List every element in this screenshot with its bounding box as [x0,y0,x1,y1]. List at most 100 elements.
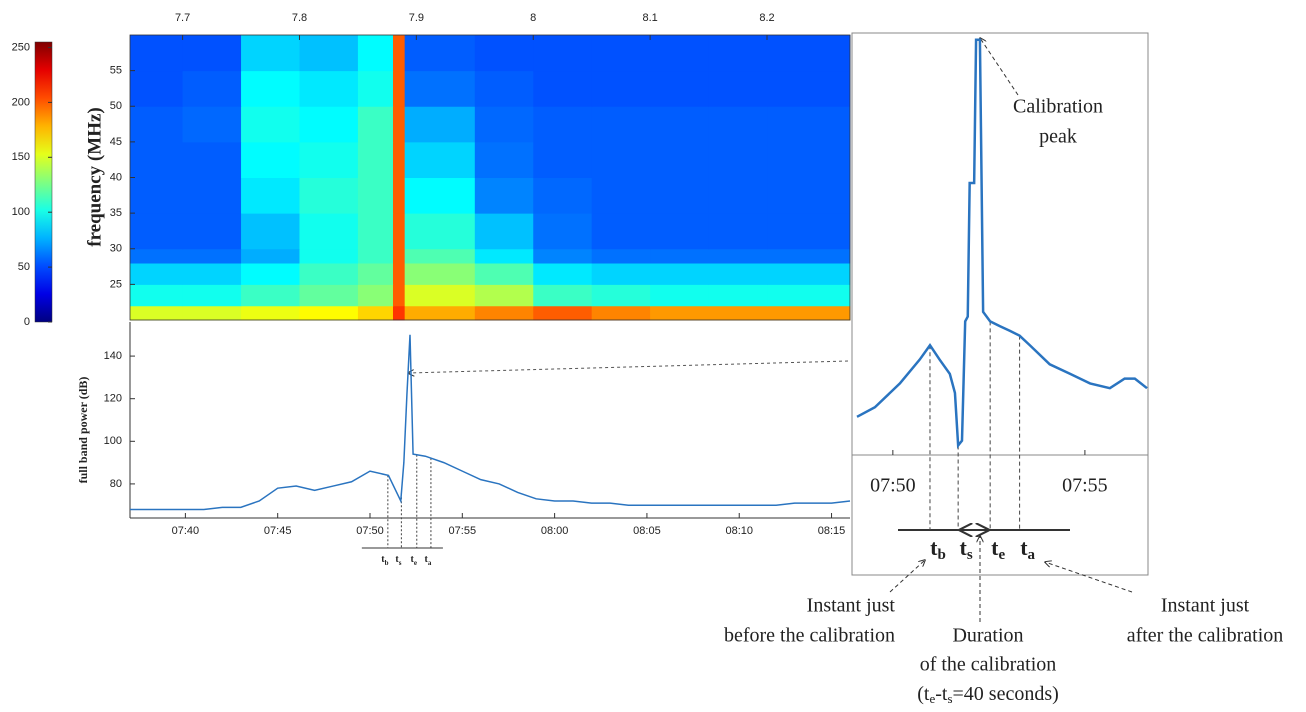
marker-sub: e [998,547,1005,563]
data-line [856,38,1148,449]
heatmap-cell [474,248,534,264]
heatmap-cell [767,141,851,178]
y-tick-label: 80 [110,478,122,490]
x-tick-label: 08:00 [541,525,569,537]
heatmap-cell [591,284,651,307]
heatmap-cell [299,177,359,214]
heatmap-cell [708,70,768,107]
annotation: of the calibration [920,654,1057,676]
heatmap-cell [241,35,300,72]
heatmap-cell [591,70,651,107]
heatmap-cell [404,177,476,214]
x-tick-label: 07:45 [264,525,292,537]
heatmap-cell [357,248,394,264]
heatmap-cell [182,70,242,107]
heatmap-cell [650,70,710,107]
heatmap-cell [182,106,242,143]
x-tick-label: 07:55 [1062,475,1108,497]
heatmap-cell [474,141,534,178]
marker-label: ts [395,554,401,566]
heatmap-cell [357,284,394,307]
marker-label: ts [960,535,973,563]
annotation: after the calibration [1127,625,1284,647]
heatmap-cell [767,70,851,107]
annotation: Duration [952,625,1023,647]
heatmap-cell [299,263,359,285]
colorbar-label: 200 [12,96,30,108]
heatmap-cell [130,70,184,107]
y-axis-title: full band power (dB) [76,377,90,484]
x-tick-label: 08:10 [725,525,753,537]
y-tick-label: 50 [110,100,122,112]
heatmap-cell [182,248,242,264]
heatmap-cell [182,305,242,321]
y-tick-label: 120 [104,393,122,405]
heatmap-cell [474,263,534,285]
heatmap-cell [533,106,593,143]
x-tick-label: 07:40 [172,525,200,537]
heatmap-cell [650,141,710,178]
marker-label: ta [1020,535,1035,563]
x-tick-label: 7.9 [409,12,424,24]
heatmap-cell [650,177,710,214]
heatmap-cell [533,305,593,321]
heatmap-cell [474,177,534,214]
annotation: before the calibration [724,625,895,647]
heatmap-cell [708,284,768,307]
heatmap-cell [474,106,534,143]
heatmap-cell [708,305,768,321]
heatmap-cell [299,70,359,107]
marker-name: t [381,554,385,565]
heatmap-cell [533,177,593,214]
annotation: Instant just [807,595,896,617]
before-arrow [889,560,925,593]
heatmap-cell [708,213,768,250]
heatmap-cell [708,141,768,178]
heatmap-cell [130,141,184,178]
heatmap-cell [404,70,476,107]
heatmap-cell [533,213,593,250]
heatmap-cell [241,70,300,107]
colorbar-label: 100 [12,206,30,218]
marker-name: t [395,554,399,565]
heatmap-cell [241,263,300,285]
heatmap-cell [299,141,359,178]
heatmap-cell [591,35,651,72]
heatmap-cell [241,284,300,307]
formula-part: -t [935,683,948,705]
heatmap-cell [130,106,184,143]
heatmap-cell [533,248,593,264]
marker-sub: a [1028,547,1036,563]
marker-label: te [411,554,417,566]
y-tick-label: 55 [110,65,122,77]
x-tick-label: 07:50 [356,525,384,537]
heatmap-cell [357,106,394,143]
formula-sub: s [947,691,952,706]
y-tick-label: 35 [110,207,122,219]
marker-name: t [960,535,968,560]
heatmap-cell [591,106,651,143]
heatmap-cell [357,177,394,214]
heatmap-cell [299,248,359,264]
heatmap-cell [392,177,406,214]
heatmap-cell [299,305,359,321]
heatmap-cell [130,213,184,250]
heatmap-cell [591,248,651,264]
marker-sub: s [399,559,402,567]
heatmap-cell [182,177,242,214]
heatmap-cell [767,284,851,307]
heatmap-cell [357,263,394,285]
heatmap-cell [241,177,300,214]
annotation: Calibration [1013,96,1103,118]
heatmap-cell [404,305,476,321]
marker-sub: a [428,559,432,567]
peak-arrow [980,38,1019,96]
heatmap-cell [474,213,534,250]
heatmap-cell [474,70,534,107]
heatmap-cell [708,35,768,72]
heatmap-cell [357,305,394,321]
heatmap-cell [591,177,651,214]
heatmap-cell [533,263,593,285]
heatmap-cell [650,305,710,321]
